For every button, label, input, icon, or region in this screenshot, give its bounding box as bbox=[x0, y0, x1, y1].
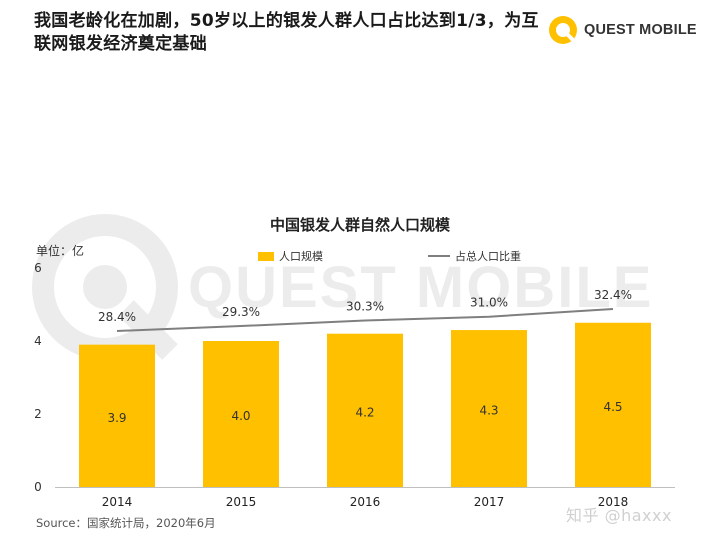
bar bbox=[451, 330, 527, 487]
legend-item-population: 人口规模 bbox=[258, 248, 323, 264]
bar bbox=[575, 322, 651, 487]
quest-mobile-logo: QUEST MOBILE bbox=[546, 12, 697, 48]
x-tick-label: 2015 bbox=[226, 495, 257, 509]
bar-value-label: 3.9 bbox=[107, 411, 126, 425]
x-tick-label: 2018 bbox=[598, 495, 629, 509]
share-value-label: 28.4% bbox=[98, 310, 136, 324]
legend-swatch-line bbox=[428, 255, 450, 257]
y-tick-label: 6 bbox=[34, 261, 42, 275]
chart-title: 中国银发人群自然人口规模 bbox=[269, 216, 450, 234]
share-value-label: 30.3% bbox=[346, 300, 384, 314]
legend-swatch-bar bbox=[258, 251, 274, 261]
share-value-label: 32.4% bbox=[594, 288, 632, 302]
legend-item-share: 占总人口比重 bbox=[428, 248, 521, 264]
legend-label-share: 占总人口比重 bbox=[455, 250, 521, 263]
y-tick-label: 0 bbox=[34, 480, 42, 494]
legend-label-population: 人口规模 bbox=[279, 250, 323, 263]
share-value-label: 31.0% bbox=[470, 296, 508, 310]
bar bbox=[203, 341, 279, 487]
share-value-label: 29.3% bbox=[222, 305, 260, 319]
quest-mobile-logo-icon bbox=[549, 16, 577, 44]
brand-name: QUEST MOBILE bbox=[584, 22, 697, 38]
x-tick-label: 2016 bbox=[350, 495, 381, 509]
y-tick-label: 2 bbox=[34, 407, 42, 421]
source-note: Source：国家统计局，2020年6月 bbox=[36, 516, 216, 530]
unit-label: 单位：亿 bbox=[36, 244, 85, 258]
x-tick-label: 2014 bbox=[102, 495, 133, 509]
bar-value-label: 4.5 bbox=[603, 400, 622, 414]
bar bbox=[79, 344, 155, 487]
bar-value-label: 4.3 bbox=[479, 404, 498, 418]
bar-value-label: 4.2 bbox=[355, 405, 374, 419]
y-tick-label: 4 bbox=[34, 334, 42, 348]
x-tick-label: 2017 bbox=[474, 495, 505, 509]
credit-watermark: 知乎 @haxxx bbox=[566, 506, 672, 525]
bar bbox=[327, 333, 403, 487]
bar-value-label: 4.0 bbox=[231, 409, 250, 423]
headline: 我国老龄化在加剧，50岁以上的银发人群人口占比达到1/3，为互联网银发经济奠定基… bbox=[34, 11, 539, 54]
